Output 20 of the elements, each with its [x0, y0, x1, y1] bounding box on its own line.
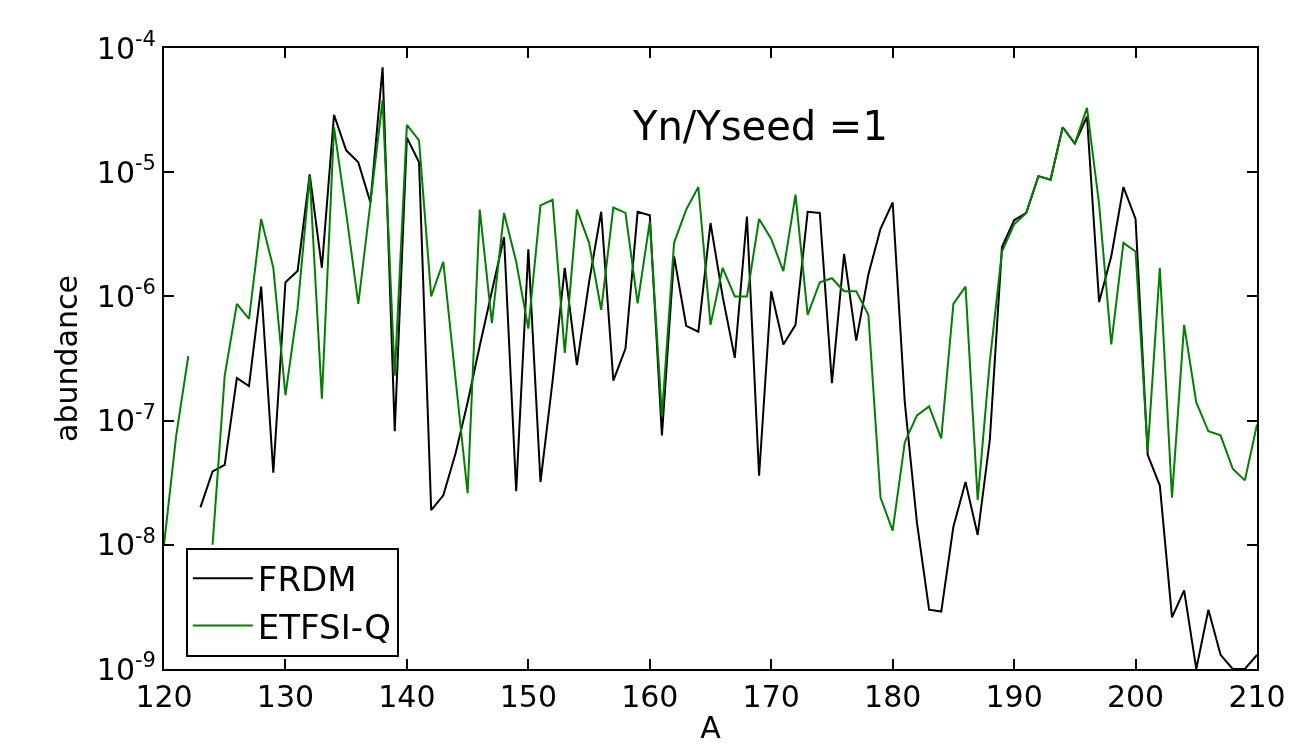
x-tick-label: 170: [742, 679, 800, 714]
x-tick-label: 200: [1106, 679, 1165, 714]
y-tick-label: 10$^{-4}$: [96, 26, 156, 66]
legend-label: ETFSI-Q: [257, 606, 391, 647]
legend-label: FRDM: [257, 559, 357, 600]
x-tick-label: 160: [621, 679, 679, 714]
x-tick-label: 140: [378, 679, 436, 714]
x-tick-label: 130: [256, 679, 315, 714]
y-tick-label: 10$^{-5}$: [96, 151, 156, 190]
x-tick-label: 210: [1228, 679, 1286, 714]
y-axis-title: abundance: [49, 275, 85, 442]
annotation: Yn/Yseed =1: [632, 103, 888, 149]
y-tick-label: 10$^{-6}$: [96, 275, 156, 314]
x-axis-title: A: [700, 710, 722, 745]
x-tick-label: 150: [499, 679, 557, 714]
y-tick-label: 10$^{-8}$: [96, 523, 156, 563]
x-tick-label: 120: [135, 679, 193, 714]
x-tick-label: 190: [985, 679, 1043, 714]
x-tick-label: 180: [864, 679, 922, 714]
y-tick-label: 10$^{-7}$: [96, 399, 156, 439]
